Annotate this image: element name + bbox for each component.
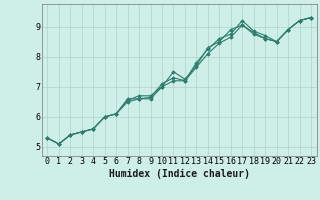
X-axis label: Humidex (Indice chaleur): Humidex (Indice chaleur) [109, 169, 250, 179]
